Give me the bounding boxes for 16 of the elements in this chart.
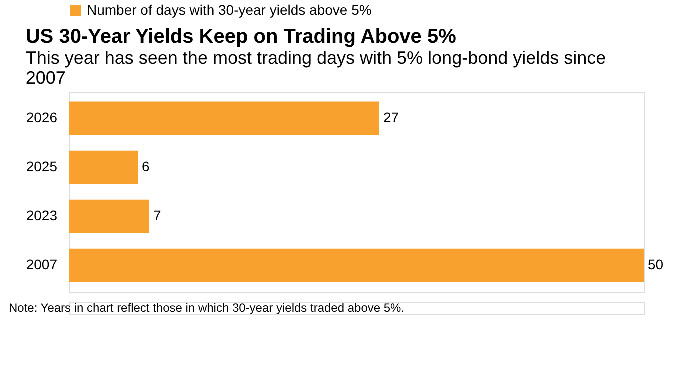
y-tick-label: 2025 [26, 158, 58, 174]
y-tick-label: 2023 [26, 208, 58, 224]
data-label: 50 [648, 256, 664, 273]
bar [69, 102, 380, 136]
data-label: 7 [154, 208, 162, 224]
bar [69, 150, 138, 184]
data-label: 6 [142, 158, 150, 174]
chart-title: US 30-Year Yields Keep on Trading Above 5% [26, 26, 457, 48]
bar [69, 200, 150, 234]
text: Note: Years in chart reflect those in which 30-year yields traded above 5%. [9, 301, 405, 315]
chart-subtitle: This year has seen the most trading days with 5% long-bond yields since 2007 [26, 48, 606, 88]
y-tick-label: 2007 [26, 256, 58, 273]
data-label: 27 [384, 109, 400, 126]
bar [69, 248, 644, 282]
y-tick-label: 2026 [26, 109, 58, 126]
legend-label: Number of days with 30-year yields above 5% [87, 2, 372, 18]
